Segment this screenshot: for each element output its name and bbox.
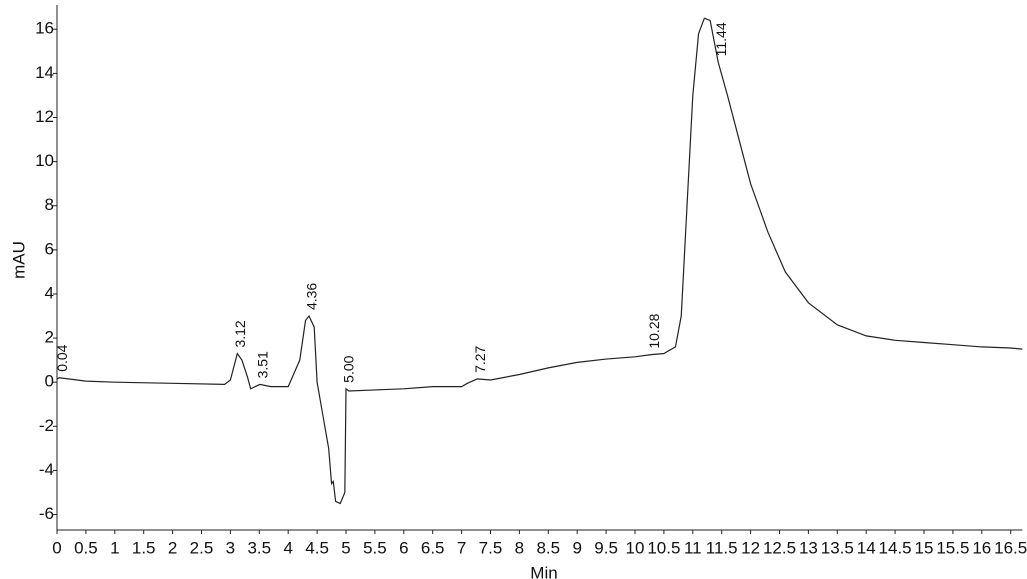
- x-tick-label: 9: [572, 538, 581, 557]
- y-tick-label: 12: [35, 107, 54, 126]
- peak-label: 3.12: [232, 320, 248, 347]
- peak-label: 3.51: [255, 351, 271, 378]
- trace: [56, 17, 1023, 505]
- peak-label: 0.04: [54, 344, 70, 371]
- x-tick-label: 14: [857, 538, 876, 557]
- x-tick-label: 1: [110, 538, 119, 557]
- x-tick-label: 12.5: [763, 538, 796, 557]
- x-tick-label: 13: [799, 538, 818, 557]
- x-tick-label: 4.5: [305, 538, 329, 557]
- peak-label: 11.44: [713, 22, 729, 56]
- x-tick-label: 15: [915, 538, 934, 557]
- y-tick-label: 16: [35, 19, 54, 38]
- x-tick-label: 5: [341, 538, 350, 557]
- x-tick-label: 13.5: [821, 538, 854, 557]
- x-tick-label: 0.5: [74, 538, 98, 557]
- y-tick-label: 2: [45, 328, 54, 347]
- x-tick-label: 11.5: [706, 538, 738, 557]
- x-tick-label: 14.5: [879, 538, 912, 557]
- x-tick-label: 2.5: [190, 538, 214, 557]
- x-tick-label: 5.5: [363, 538, 387, 557]
- x-tick-label: 8.5: [536, 538, 560, 557]
- x-tick-label: 3.5: [247, 538, 271, 557]
- x-tick-label: 8: [515, 538, 524, 557]
- x-tick-label: 3: [226, 538, 235, 557]
- x-tick-label: 12: [741, 538, 760, 557]
- x-tick-label: 4: [283, 538, 292, 557]
- x-tick-label: 16: [972, 538, 991, 557]
- y-tick-label: 8: [45, 195, 54, 214]
- y-tick-label: 6: [45, 239, 54, 258]
- peak-label: 4.36: [304, 283, 320, 310]
- x-tick-label: 9.5: [594, 538, 618, 557]
- peak-label: 10.28: [646, 313, 662, 348]
- y-axis-label: mAU: [9, 241, 28, 279]
- x-tick-label: 15.5: [936, 538, 969, 557]
- x-tick-label: 1.5: [132, 538, 156, 557]
- y-tick-label: 14: [35, 63, 54, 82]
- y-tick-label: 0: [45, 372, 54, 391]
- y-tick-label: 10: [35, 151, 54, 170]
- y-tick-label: 4: [45, 283, 54, 302]
- x-tick-label: 2: [168, 538, 177, 557]
- x-tick-label: 11: [684, 538, 702, 557]
- x-tick-label: 6: [399, 538, 408, 557]
- x-axis-label: Min: [530, 563, 557, 579]
- x-tick-label: 6.5: [421, 538, 445, 557]
- peak-label: 7.27: [472, 345, 488, 372]
- x-tick-label: 10: [626, 538, 645, 557]
- y-tick-label: -6: [39, 504, 54, 523]
- y-tick-label: -4: [39, 460, 54, 479]
- x-tick-label: 0: [52, 538, 61, 557]
- x-tick-label: 7.5: [479, 538, 503, 557]
- peak-label: 5.00: [341, 355, 357, 382]
- y-tick-label: -2: [39, 416, 54, 435]
- x-tick-label: 16.5: [994, 538, 1027, 557]
- x-tick-label: 7: [457, 538, 466, 557]
- x-tick-label: 10.5: [647, 538, 680, 557]
